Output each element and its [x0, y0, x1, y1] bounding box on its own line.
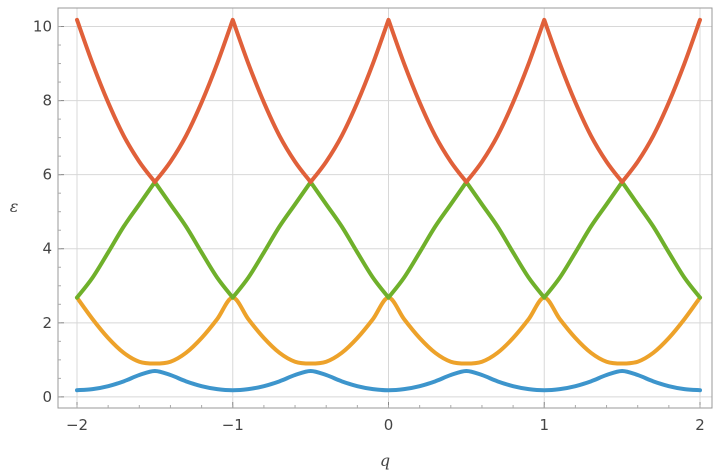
- series-line-3: [75, 180, 702, 300]
- series-lines: [75, 17, 702, 393]
- series-line-1: [75, 368, 702, 393]
- y-tick-label: 0: [42, 388, 52, 406]
- x-tick-label: −1: [222, 416, 244, 434]
- y-axis-label: ε: [10, 197, 19, 216]
- x-tick-label: 2: [695, 416, 705, 434]
- x-axis-label: q: [380, 451, 390, 470]
- plot-frame: [57, 7, 713, 409]
- series-line-4: [75, 17, 702, 185]
- y-tick-label: 10: [33, 18, 52, 36]
- grid: [58, 8, 712, 408]
- x-tick-label: −2: [66, 416, 88, 434]
- y-tick-label: 2: [42, 314, 52, 332]
- y-tick-label: 8: [42, 92, 52, 110]
- axis-ticks: −2 −1 0 1 2 0 2 4 6 8 10: [33, 18, 705, 434]
- y-tick-label: 4: [42, 240, 52, 258]
- y-tick-label: 6: [42, 166, 52, 184]
- x-tick-label: 0: [384, 416, 394, 434]
- x-tick-label: 1: [539, 416, 549, 434]
